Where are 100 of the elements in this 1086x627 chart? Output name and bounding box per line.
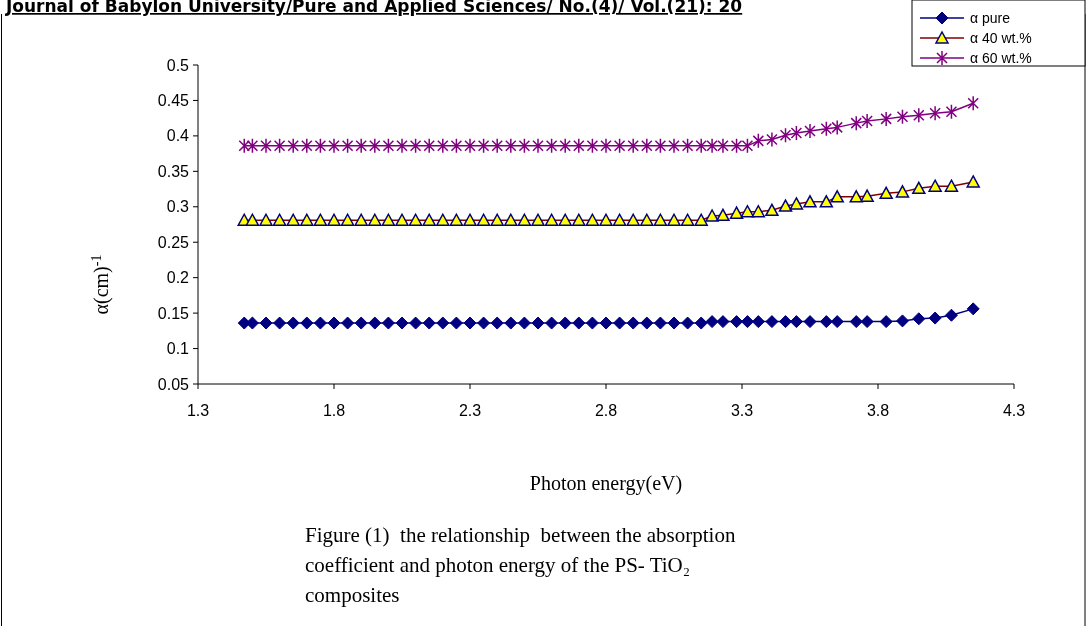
point	[831, 119, 843, 136]
point	[531, 316, 545, 330]
point	[779, 127, 792, 143]
point	[545, 316, 559, 330]
point	[966, 302, 980, 316]
point	[246, 138, 259, 154]
x-tick-label: 1.3	[186, 402, 210, 419]
point	[328, 138, 340, 154]
point	[395, 316, 409, 330]
point	[706, 138, 718, 154]
point	[667, 316, 681, 330]
point	[717, 138, 729, 154]
point	[449, 316, 463, 330]
point	[752, 133, 765, 149]
point	[422, 316, 436, 330]
point	[505, 138, 517, 154]
point	[518, 138, 531, 154]
point	[314, 138, 327, 154]
y-tick-label: 0.5	[166, 56, 190, 74]
point	[436, 316, 450, 330]
x-tick-label: 3.8	[866, 402, 890, 419]
point	[286, 316, 300, 330]
point	[929, 105, 941, 121]
legend-label: α 60 wt.%	[970, 49, 1032, 66]
point	[463, 316, 477, 330]
point	[273, 316, 287, 330]
point	[573, 138, 585, 154]
point	[850, 115, 862, 131]
point	[259, 316, 273, 330]
point	[741, 138, 754, 154]
legend-label: α pure	[970, 9, 1011, 26]
point	[355, 138, 367, 154]
point	[396, 138, 408, 154]
point	[730, 315, 744, 329]
x-tick-label: 2.3	[458, 402, 482, 419]
point	[382, 138, 395, 154]
point	[694, 316, 708, 330]
point	[751, 315, 765, 329]
y-tick-label: 0.35	[157, 162, 190, 180]
point	[779, 315, 793, 329]
point	[849, 315, 863, 329]
point	[928, 311, 942, 325]
point	[260, 138, 272, 154]
point	[653, 316, 667, 330]
point	[626, 316, 640, 330]
point	[341, 316, 355, 330]
point	[532, 138, 544, 154]
point	[559, 138, 571, 154]
point	[912, 312, 926, 326]
y-tick-label: 0.25	[157, 233, 190, 251]
point	[668, 138, 680, 154]
point	[896, 109, 909, 125]
y-tick-label: 0.3	[166, 198, 190, 216]
point	[681, 138, 694, 154]
point	[517, 316, 531, 330]
point	[585, 316, 599, 330]
point	[880, 111, 892, 127]
point	[895, 314, 909, 328]
y-tick-label: 0.1	[166, 340, 190, 358]
point	[287, 138, 299, 154]
point	[861, 113, 873, 129]
point	[572, 316, 586, 330]
point	[913, 107, 925, 124]
point	[464, 138, 476, 154]
point	[409, 138, 422, 154]
point	[586, 138, 599, 154]
point	[558, 316, 572, 330]
point	[599, 316, 613, 330]
point	[944, 308, 958, 322]
point	[945, 104, 958, 120]
y-tick-label: 0.45	[157, 92, 190, 110]
point	[830, 315, 844, 329]
point	[654, 138, 667, 154]
point	[705, 315, 719, 329]
point	[627, 138, 639, 154]
point	[879, 315, 893, 329]
y-tick-label: 0.15	[157, 304, 190, 322]
point	[789, 315, 803, 329]
point	[640, 316, 654, 330]
text: Figure (1) the relationship between the absorption coefficient and photon energy of the PS- TiO₂ composites	[305, 522, 737, 609]
y-tick-label: 0.4	[166, 127, 190, 145]
y-tick-label: 0.2	[166, 269, 190, 287]
point	[313, 316, 327, 330]
point	[804, 123, 816, 139]
point	[730, 138, 743, 154]
x-tick-label: 2.8	[594, 402, 618, 419]
point	[819, 315, 833, 329]
point	[409, 316, 423, 330]
point	[716, 315, 730, 329]
point	[641, 138, 653, 154]
point	[368, 316, 382, 330]
point	[967, 95, 979, 112]
point	[301, 138, 313, 154]
point	[820, 121, 833, 137]
point	[740, 315, 754, 329]
point	[681, 316, 695, 330]
point	[369, 138, 381, 154]
point	[860, 315, 874, 329]
point	[765, 315, 779, 329]
point	[600, 138, 612, 154]
